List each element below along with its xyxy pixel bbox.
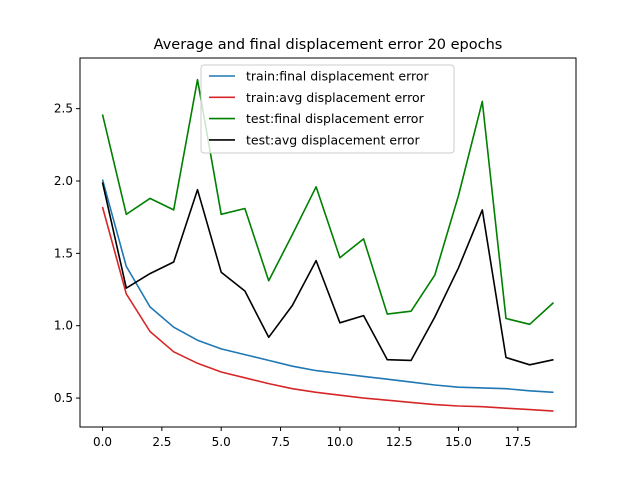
x-tick-label: 2.5 <box>152 435 171 449</box>
x-axis: 0.0 2.5 5.0 7.5 10.0 12.5 15.0 17.5 <box>93 427 531 449</box>
series-line-4 <box>101 182 554 366</box>
chart-title: Average and final displacement error 20 … <box>154 37 503 53</box>
legend-box <box>200 64 455 154</box>
series-line-1 <box>101 179 554 394</box>
y-tick-label: 2.0 <box>54 174 73 188</box>
legend-label: test:final displacement error <box>246 111 424 126</box>
x-tick-label: 15.0 <box>445 435 472 449</box>
y-tick-label: 1.0 <box>54 319 73 333</box>
x-tick-label: 12.5 <box>386 435 413 449</box>
x-tick-label: 17.5 <box>504 435 531 449</box>
legend-label: test:avg displacement error <box>246 132 421 147</box>
legend: train:final displacement error train:avg … <box>200 64 455 154</box>
y-tick-label: 1.5 <box>54 246 73 260</box>
y-tick-label: 2.5 <box>54 102 73 116</box>
x-tick-label: 7.5 <box>271 435 290 449</box>
plot-lines <box>101 78 555 412</box>
legend-label: train:avg displacement error <box>246 90 426 105</box>
x-tick-label: 5.0 <box>212 435 231 449</box>
y-axis: 0.5 1.0 1.5 2.0 2.5 <box>54 102 80 405</box>
plot-frame <box>79 57 577 428</box>
series-line-3 <box>101 78 555 326</box>
series-line-2 <box>101 206 554 412</box>
y-tick-label: 0.5 <box>54 391 73 405</box>
x-tick-label: 10.0 <box>327 435 354 449</box>
legend-label: train:final displacement error <box>246 69 430 84</box>
x-tick-label: 0.0 <box>93 435 112 449</box>
